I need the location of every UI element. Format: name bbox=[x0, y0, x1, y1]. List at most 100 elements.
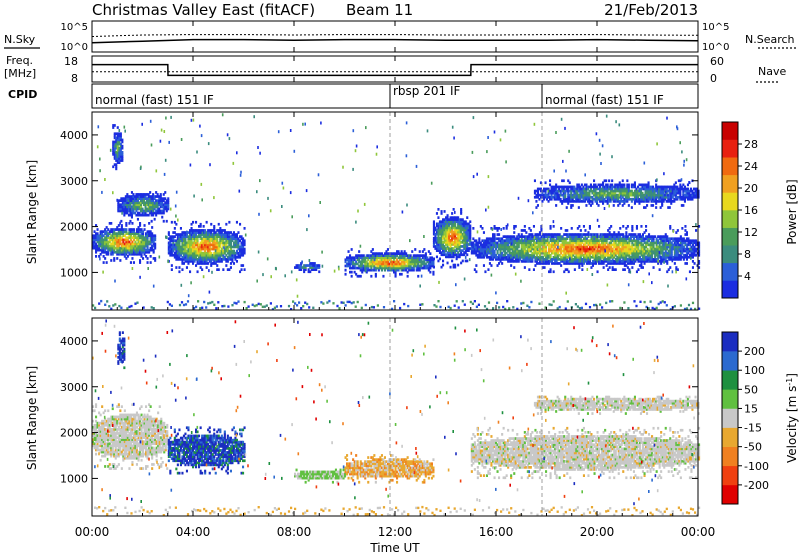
echo-cell bbox=[445, 216, 448, 219]
echo-cell bbox=[229, 266, 232, 269]
echo-cell bbox=[156, 203, 159, 207]
echo-cell bbox=[421, 262, 424, 266]
echo-cell bbox=[430, 256, 433, 260]
echo-cell bbox=[672, 245, 675, 249]
echo-cell bbox=[596, 195, 599, 199]
echo-cell bbox=[529, 233, 532, 236]
echo-cell bbox=[204, 262, 207, 265]
echo-cell bbox=[454, 241, 457, 244]
echo-cell bbox=[216, 258, 219, 261]
echo-cell bbox=[602, 185, 605, 189]
echo-cell bbox=[611, 255, 614, 259]
echo-cell bbox=[543, 258, 546, 261]
echo-cell bbox=[578, 260, 581, 263]
echo-cell bbox=[476, 253, 479, 257]
echo-cell bbox=[222, 229, 225, 232]
echo-cell bbox=[115, 155, 118, 158]
echo-cell bbox=[672, 237, 675, 241]
echo-cell bbox=[691, 243, 694, 247]
echo-cell bbox=[424, 264, 427, 268]
echo-cell bbox=[443, 253, 446, 257]
echo-cell bbox=[226, 235, 229, 238]
echo-cell bbox=[400, 258, 403, 262]
echo-cell bbox=[549, 183, 552, 187]
echo-cell bbox=[545, 245, 548, 249]
echo-cell bbox=[663, 245, 666, 249]
echo-cell bbox=[597, 195, 600, 199]
echo-cell bbox=[198, 255, 201, 259]
echo-cell bbox=[495, 245, 498, 249]
echo-cell bbox=[520, 235, 523, 238]
echo-cell bbox=[198, 253, 201, 257]
echo-cell bbox=[610, 235, 613, 238]
echo-cell bbox=[461, 228, 464, 232]
echo-cell bbox=[493, 237, 496, 241]
echo-cell bbox=[534, 245, 537, 249]
echo-cell bbox=[584, 247, 587, 251]
echo-cell bbox=[660, 237, 663, 241]
echo-cell bbox=[561, 237, 564, 241]
echo-cell bbox=[492, 239, 495, 243]
echo-cell bbox=[565, 197, 568, 201]
echo-cell bbox=[666, 239, 669, 243]
echo-cell bbox=[167, 241, 170, 245]
echo-cell bbox=[202, 245, 205, 249]
echo-cell bbox=[564, 262, 567, 265]
echo-cell bbox=[594, 195, 597, 199]
echo-cell bbox=[614, 200, 617, 203]
echo-cell bbox=[102, 230, 105, 233]
echo-cell bbox=[442, 253, 445, 257]
echo-cell bbox=[627, 185, 630, 189]
echo-cell bbox=[440, 234, 443, 238]
echo-cell bbox=[600, 195, 603, 199]
echo-cell bbox=[192, 260, 195, 263]
echo-cell bbox=[117, 236, 120, 240]
echo-cell bbox=[579, 193, 582, 197]
echo-cell bbox=[528, 227, 531, 230]
echo-cell bbox=[126, 203, 129, 207]
echo-cell bbox=[189, 245, 192, 249]
echo-cell bbox=[423, 262, 426, 266]
echo-cell bbox=[676, 253, 679, 257]
echo-cell bbox=[129, 250, 132, 254]
echo-cell bbox=[458, 255, 461, 259]
echo-cell bbox=[607, 251, 610, 255]
echo-cell bbox=[640, 239, 643, 243]
echo-cell bbox=[208, 251, 211, 255]
echo-cell bbox=[608, 237, 611, 241]
echo-cell bbox=[159, 211, 162, 215]
echo-cell bbox=[403, 250, 406, 253]
echo-cell bbox=[582, 249, 585, 253]
echo-cell bbox=[129, 252, 132, 256]
echo-cell bbox=[620, 262, 623, 265]
echo-cell bbox=[535, 245, 538, 249]
echo-cell bbox=[179, 249, 182, 253]
echo-cell bbox=[213, 239, 216, 243]
echo-cell bbox=[234, 243, 237, 247]
echo-cell bbox=[383, 256, 386, 260]
echo-cell bbox=[132, 207, 135, 211]
echo-cell bbox=[549, 268, 552, 271]
echo-cell bbox=[526, 260, 529, 263]
echo-cell bbox=[120, 244, 123, 248]
echo-cell bbox=[152, 203, 155, 207]
echo-cell bbox=[362, 258, 365, 262]
echo-cell bbox=[448, 239, 451, 242]
echo-cell bbox=[558, 237, 561, 241]
echo-cell bbox=[113, 234, 116, 238]
echo-cell bbox=[639, 195, 642, 199]
echo-cell bbox=[201, 268, 204, 271]
echo-cell bbox=[219, 239, 222, 243]
echo-cell bbox=[232, 233, 235, 236]
echo-cell bbox=[210, 229, 213, 232]
echo-cell bbox=[620, 249, 623, 253]
echo-cell bbox=[173, 253, 176, 257]
echo-cell bbox=[113, 236, 116, 240]
echo-cell bbox=[370, 264, 373, 268]
echo-cell bbox=[519, 249, 522, 253]
echo-cell bbox=[622, 233, 625, 236]
echo-cell bbox=[460, 220, 463, 224]
echo-cell bbox=[691, 253, 694, 257]
echo-cell bbox=[633, 191, 636, 195]
echo-cell bbox=[505, 239, 508, 243]
